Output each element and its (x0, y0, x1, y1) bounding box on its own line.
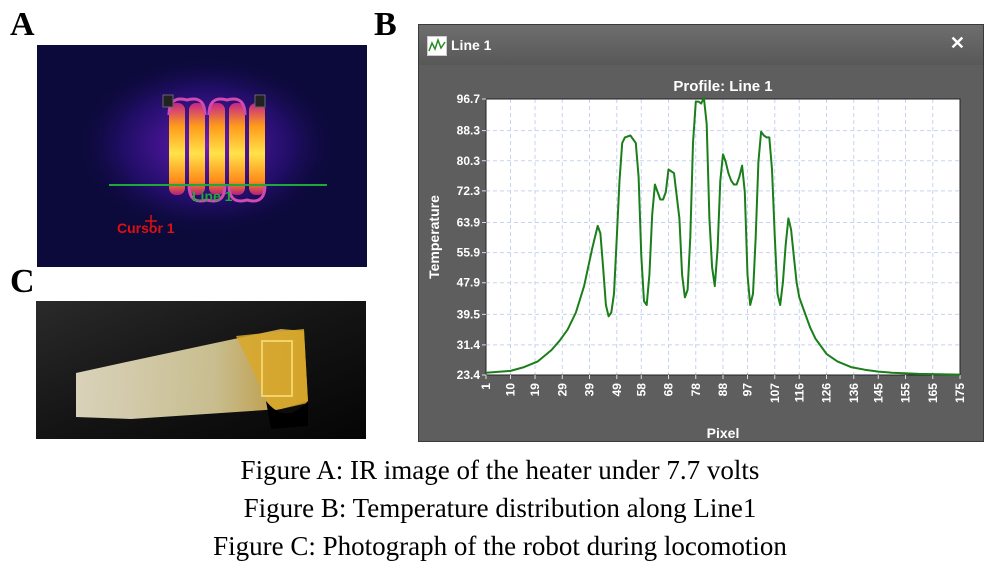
x-tick-label: 19 (528, 383, 542, 397)
x-tick-label: 10 (504, 383, 518, 397)
x-tick-label: 49 (610, 383, 624, 397)
x-tick-label: 78 (689, 383, 703, 397)
x-tick-label: 88 (716, 383, 730, 397)
x-tick-label: 136 (847, 383, 861, 403)
x-tick-label: 68 (662, 383, 676, 397)
profile-chart: 23.4 31.4 39.5 47.9 55.9 63.9 72.3 80.3 88.3 96.7… (426, 78, 967, 441)
ir-thermal-image: Line 1 Cursor 1 (37, 45, 367, 267)
x-tick-label: 145 (871, 383, 885, 403)
ir-cursor-label: Cursor 1 (117, 220, 175, 236)
chart-title: Profile: Line 1 (673, 78, 772, 95)
x-tick-label: 126 (820, 383, 834, 403)
caption-c: Figure C: Photograph of the robot during… (213, 531, 787, 561)
x-tick-label: 107 (768, 383, 782, 403)
y-axis-label: Temperature (426, 195, 442, 279)
window-titlebar[interactable]: Line 1 ✕ (419, 25, 983, 65)
window-title: Line 1 (451, 37, 492, 53)
close-icon[interactable]: ✕ (949, 33, 965, 53)
chart-icon (427, 36, 447, 56)
x-tick-label: 58 (634, 383, 648, 397)
y-tick-label: 31.4 (457, 338, 481, 352)
series-line-1 (485, 96, 961, 376)
caption-b: Figure B: Temperature distribution along… (243, 493, 757, 523)
x-tick-label: 29 (555, 383, 569, 397)
x-tick-label: 155 (899, 383, 913, 403)
x-tick-label: 1 (479, 383, 493, 390)
y-tick-label: 63.9 (457, 216, 481, 230)
robot-photograph (36, 301, 366, 439)
y-tick-label: 55.9 (457, 246, 481, 260)
y-tick-label: 72.3 (457, 184, 481, 198)
y-tick-label: 80.3 (457, 154, 481, 168)
panel-label-c: C (10, 263, 35, 300)
x-tick-label: 97 (741, 383, 755, 397)
caption-a: Figure A: IR image of the heater under 7… (240, 455, 760, 485)
x-tick-label: 175 (953, 383, 967, 403)
x-axis-label: Pixel (707, 425, 740, 441)
x-tick-label: 165 (926, 383, 940, 403)
x-tick-label: 116 (792, 383, 806, 403)
x-tick-label: 39 (583, 383, 597, 397)
y-tick-label: 39.5 (457, 307, 481, 321)
profile-window: Line 1 ✕ 23.4 31.4 39.5 47.9 55.9 63.9 72.3 80.… (418, 24, 984, 442)
y-tick-label: 96.7 (457, 92, 481, 106)
panel-label-b: B (374, 6, 397, 43)
y-tick-label: 23.4 (457, 368, 481, 382)
ir-line-label: Line 1 (192, 188, 233, 204)
y-tick-label: 47.9 (457, 276, 481, 290)
y-tick-label: 88.3 (457, 124, 481, 138)
panel-label-a: A (10, 6, 35, 43)
